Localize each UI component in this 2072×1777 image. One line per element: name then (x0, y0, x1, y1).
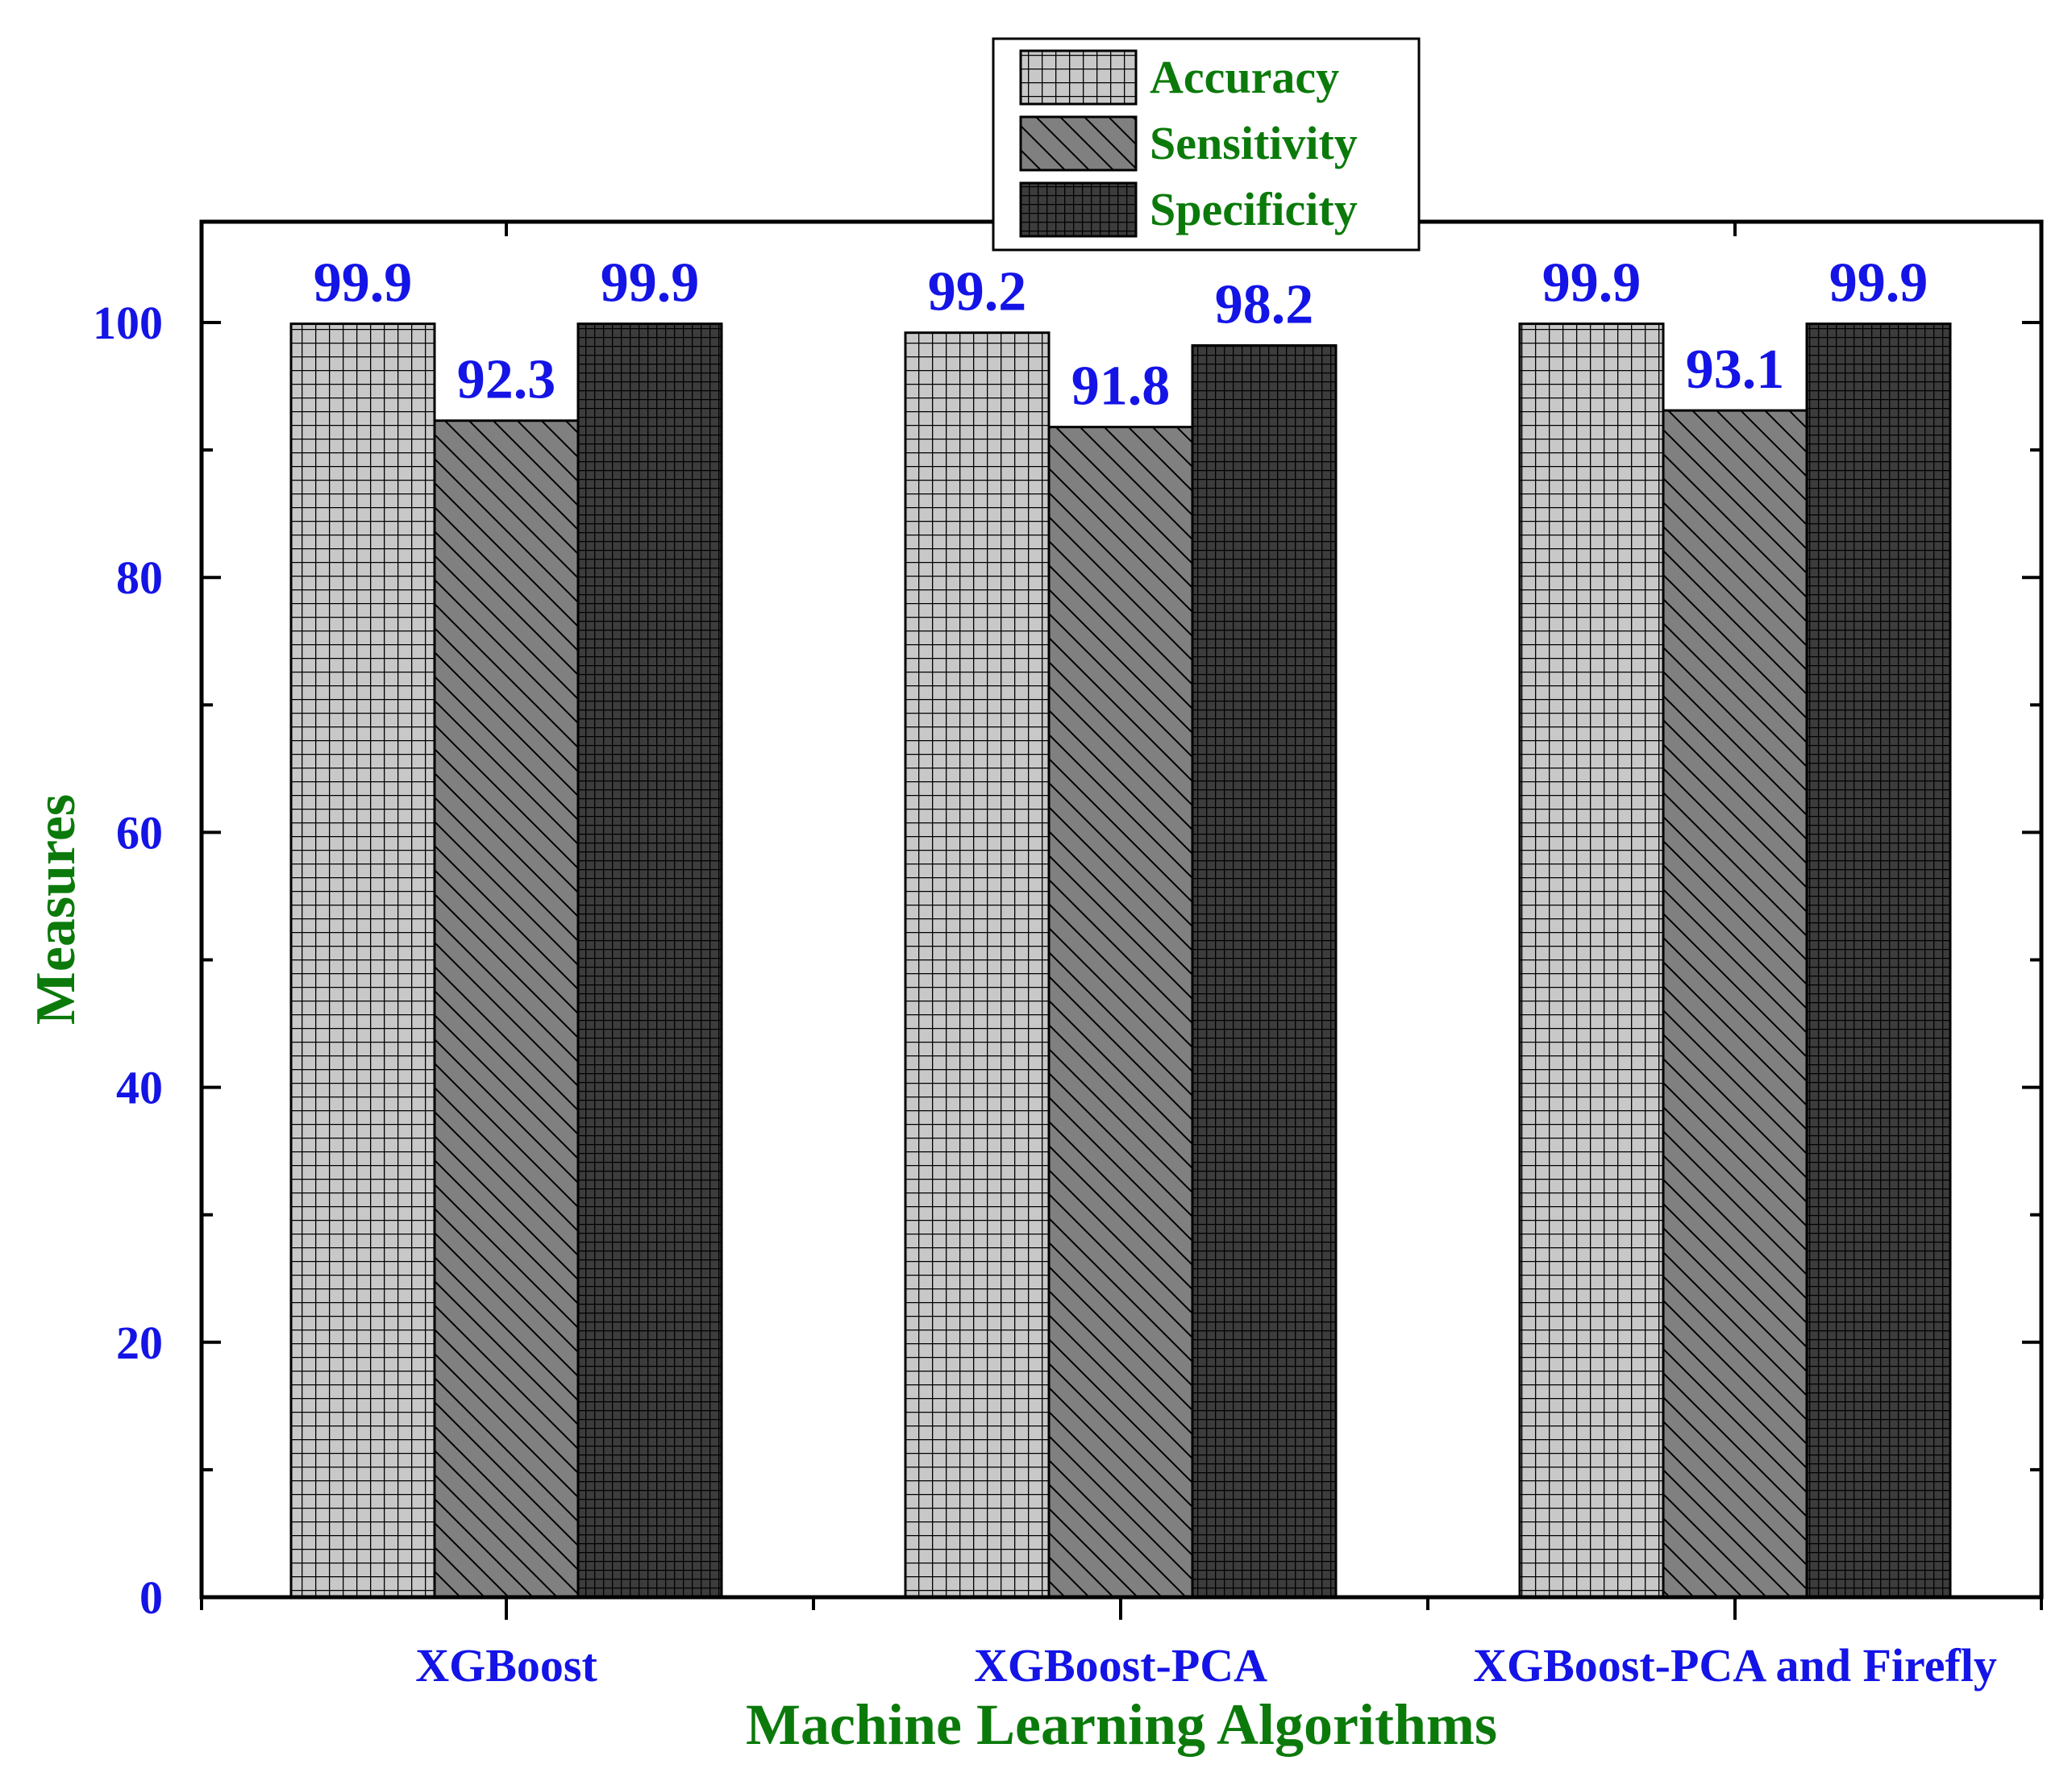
y-axis-ticks: 0 20 40 60 80 100 (93, 297, 2041, 1624)
y-tick-label: 80 (116, 551, 163, 604)
legend-label-sensitivity: Sensitivity (1150, 117, 1358, 169)
bar-specificity-3 (1805, 323, 1952, 1599)
bar-label-sensitivity-1: 92.3 (457, 349, 556, 411)
y-tick-label: 20 (116, 1317, 163, 1369)
y-tick-label: 0 (139, 1571, 163, 1624)
legend-label-accuracy: Accuracy (1150, 51, 1339, 103)
bar-sensitivity-3 (1662, 409, 1808, 1599)
y-tick-label: 40 (116, 1062, 163, 1114)
x-tick-label: XGBoost (415, 1639, 597, 1692)
y-tick-label: 100 (93, 297, 163, 349)
x-tick-label: XGBoost-PCA and Firefly (1473, 1639, 1997, 1692)
bar-label-sensitivity-3: 93.1 (1686, 339, 1785, 401)
y-tick-label: 60 (116, 806, 163, 859)
legend-swatch-sensitivity (1019, 115, 1138, 172)
bars-layer (289, 323, 1952, 1599)
legend-swatch-accuracy (1019, 49, 1138, 106)
bar-label-sensitivity-2: 91.8 (1071, 356, 1171, 418)
bar-label-accuracy-2: 99.2 (928, 261, 1027, 323)
legend-label-specificity: Specificity (1150, 183, 1358, 235)
bar-sensitivity-2 (1047, 426, 1194, 1599)
x-axis-ticks: XGBoost XGBoost-PCA XGBoost-PCA and Firefl… (200, 222, 2043, 1692)
bar-sensitivity-1 (433, 419, 580, 1599)
bar-labels-layer: 99.9 92.3 99.9 99.2 91.8 98.2 99.9 93.1 99.9 (314, 252, 1928, 418)
bar-label-specificity-1: 99.9 (601, 252, 700, 314)
bar-specificity-2 (1191, 343, 1338, 1599)
bar-label-accuracy-1: 99.9 (314, 252, 413, 314)
bar-label-accuracy-3: 99.9 (1542, 252, 1641, 314)
bar-accuracy-1 (289, 323, 436, 1599)
legend: Accuracy Sensitivity Specificity (992, 37, 1421, 252)
bar-label-specificity-3: 99.9 (1829, 252, 1928, 314)
legend-swatch-specificity (1019, 181, 1138, 238)
bar-specificity-1 (576, 323, 723, 1599)
bar-accuracy-2 (904, 331, 1051, 1599)
x-axis-title: Machine Learning Algorithms (746, 1692, 1497, 1757)
y-axis-title: Measures (25, 794, 87, 1025)
bar-label-specificity-2: 98.2 (1215, 273, 1314, 335)
x-tick-label: XGBoost-PCA (974, 1639, 1267, 1692)
bar-accuracy-3 (1518, 323, 1665, 1599)
